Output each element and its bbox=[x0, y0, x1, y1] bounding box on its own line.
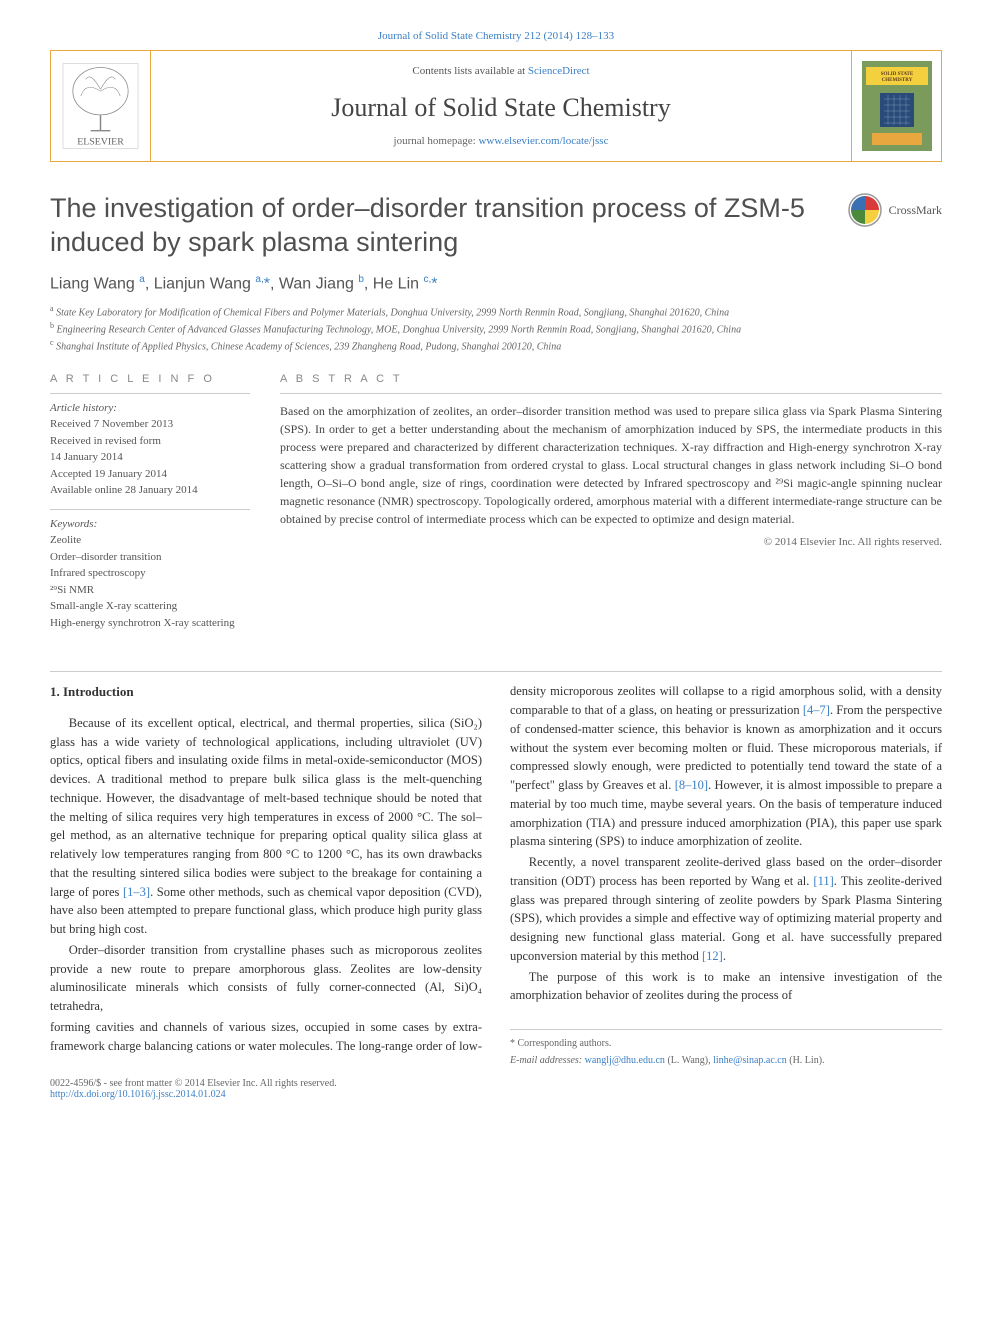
body-paragraph: Because of its excellent optical, electr… bbox=[50, 714, 482, 939]
affiliation: b Engineering Research Center of Advance… bbox=[50, 320, 942, 337]
email-link[interactable]: wanglj@dhu.edu.cn bbox=[585, 1055, 665, 1066]
history-line: Available online 28 January 2014 bbox=[50, 482, 250, 499]
ref-link[interactable]: [11] bbox=[813, 874, 833, 888]
ref-link[interactable]: [12] bbox=[702, 949, 723, 963]
svg-text:CHEMISTRY: CHEMISTRY bbox=[881, 78, 912, 83]
keyword: Order–disorder transition bbox=[50, 549, 250, 566]
affiliation: c Shanghai Institute of Applied Physics,… bbox=[50, 337, 942, 354]
history-line: Received in revised form bbox=[50, 433, 250, 450]
corresponding-label: * Corresponding authors. bbox=[510, 1036, 942, 1051]
elsevier-tree-icon: ELSEVIER bbox=[61, 61, 140, 151]
keyword: Zeolite bbox=[50, 532, 250, 549]
keyword: Infrared spectroscopy bbox=[50, 565, 250, 582]
abstract-text: Based on the amorphization of zeolites, … bbox=[280, 393, 942, 528]
keyword: ²⁹Si NMR bbox=[50, 582, 250, 599]
body-paragraph: Recently, a novel transparent zeolite-de… bbox=[510, 853, 942, 966]
ref-link[interactable]: [8–10] bbox=[675, 778, 708, 792]
abstract-copyright: © 2014 Elsevier Inc. All rights reserved… bbox=[280, 536, 942, 548]
journal-citation: Journal of Solid State Chemistry 212 (20… bbox=[50, 30, 942, 42]
elsevier-logo: ELSEVIER bbox=[51, 51, 151, 161]
email-line: E-mail addresses: wanglj@dhu.edu.cn (L. … bbox=[510, 1053, 942, 1068]
cover-icon: SOLID STATE CHEMISTRY bbox=[862, 61, 932, 151]
homepage-link[interactable]: www.elsevier.com/locate/jssc bbox=[478, 135, 608, 147]
affiliation: a State Key Laboratory for Modification … bbox=[50, 303, 942, 320]
page-footer: 0022-4596/$ - see front matter © 2014 El… bbox=[50, 1078, 942, 1100]
crossmark-label: CrossMark bbox=[889, 203, 942, 218]
article-title: The investigation of order–disorder tran… bbox=[50, 192, 827, 260]
body-text: 1. Introduction Because of its excellent… bbox=[50, 682, 942, 1068]
keywords-label: Keywords: bbox=[50, 516, 250, 533]
homepage-prefix: journal homepage: bbox=[394, 135, 479, 147]
svg-text:SOLID STATE: SOLID STATE bbox=[880, 72, 913, 77]
email-link[interactable]: linhe@sinap.ac.cn bbox=[713, 1055, 787, 1066]
article-info-label: A R T I C L E I N F O bbox=[50, 373, 250, 385]
journal-cover-thumb: SOLID STATE CHEMISTRY bbox=[851, 51, 941, 161]
keyword: High-energy synchrotron X-ray scattering bbox=[50, 615, 250, 632]
citation-link[interactable]: Journal of Solid State Chemistry 212 (20… bbox=[378, 30, 614, 42]
crossmark-icon bbox=[847, 192, 883, 228]
body-paragraph: Order–disorder transition from crystalli… bbox=[50, 941, 482, 1016]
history-label: Article history: bbox=[50, 400, 250, 417]
authors: Liang Wang a, Lianjun Wang a,*, Wan Jian… bbox=[50, 274, 942, 293]
keywords-block: Keywords: ZeoliteOrder–disorder transiti… bbox=[50, 509, 250, 632]
sciencedirect-link[interactable]: ScienceDirect bbox=[528, 65, 590, 77]
body-paragraph: The purpose of this work is to make an i… bbox=[510, 968, 942, 1006]
history-line: 14 January 2014 bbox=[50, 449, 250, 466]
abstract-column: A B S T R A C T Based on the amorphizati… bbox=[280, 373, 942, 642]
article-history: Article history: Received 7 November 201… bbox=[50, 393, 250, 499]
svg-text:ELSEVIER: ELSEVIER bbox=[77, 137, 124, 148]
contents-prefix: Contents lists available at bbox=[412, 65, 527, 77]
corresponding-footer: * Corresponding authors. E-mail addresse… bbox=[510, 1029, 942, 1068]
homepage-line: journal homepage: www.elsevier.com/locat… bbox=[161, 135, 841, 147]
journal-header: ELSEVIER Contents lists available at Sci… bbox=[50, 50, 942, 162]
ref-link[interactable]: [1–3] bbox=[123, 885, 150, 899]
section-heading: 1. Introduction bbox=[50, 682, 482, 702]
doi-link[interactable]: http://dx.doi.org/10.1016/j.jssc.2014.01… bbox=[50, 1089, 226, 1100]
article-info-column: A R T I C L E I N F O Article history: R… bbox=[50, 373, 250, 642]
issn-line: 0022-4596/$ - see front matter © 2014 El… bbox=[50, 1078, 942, 1089]
abstract-label: A B S T R A C T bbox=[280, 373, 942, 385]
divider bbox=[50, 671, 942, 672]
history-line: Accepted 19 January 2014 bbox=[50, 466, 250, 483]
ref-link[interactable]: [4–7] bbox=[803, 703, 830, 717]
keyword: Small-angle X-ray scattering bbox=[50, 598, 250, 615]
journal-name: Journal of Solid State Chemistry bbox=[161, 93, 841, 123]
crossmark-badge[interactable]: CrossMark bbox=[847, 192, 942, 228]
header-center: Contents lists available at ScienceDirec… bbox=[151, 51, 851, 161]
contents-line: Contents lists available at ScienceDirec… bbox=[161, 65, 841, 77]
affiliations: a State Key Laboratory for Modification … bbox=[50, 303, 942, 355]
history-line: Received 7 November 2013 bbox=[50, 416, 250, 433]
